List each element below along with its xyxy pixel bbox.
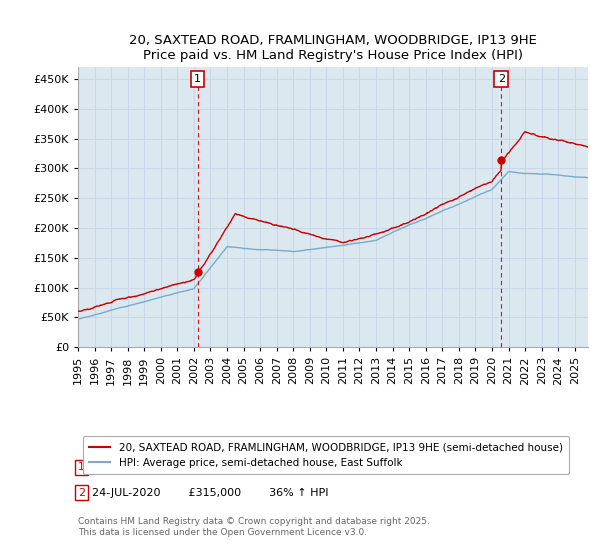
Text: 24-JUL-2020        £315,000        36% ↑ HPI: 24-JUL-2020 £315,000 36% ↑ HPI xyxy=(78,488,329,498)
Legend: 20, SAXTEAD ROAD, FRAMLINGHAM, WOODBRIDGE, IP13 9HE (semi-detached house), HPI: : 20, SAXTEAD ROAD, FRAMLINGHAM, WOODBRIDG… xyxy=(83,436,569,474)
Text: 22-MAR-2002        £125,950        42% ↑ HPI: 22-MAR-2002 £125,950 42% ↑ HPI xyxy=(78,463,335,473)
Text: 2: 2 xyxy=(78,488,85,498)
Title: 20, SAXTEAD ROAD, FRAMLINGHAM, WOODBRIDGE, IP13 9HE
Price paid vs. HM Land Regis: 20, SAXTEAD ROAD, FRAMLINGHAM, WOODBRIDG… xyxy=(129,34,537,62)
Text: 1: 1 xyxy=(194,74,201,84)
Text: Contains HM Land Registry data © Crown copyright and database right 2025.
This d: Contains HM Land Registry data © Crown c… xyxy=(78,517,430,537)
Text: 1: 1 xyxy=(78,463,85,473)
Text: 2: 2 xyxy=(497,74,505,84)
